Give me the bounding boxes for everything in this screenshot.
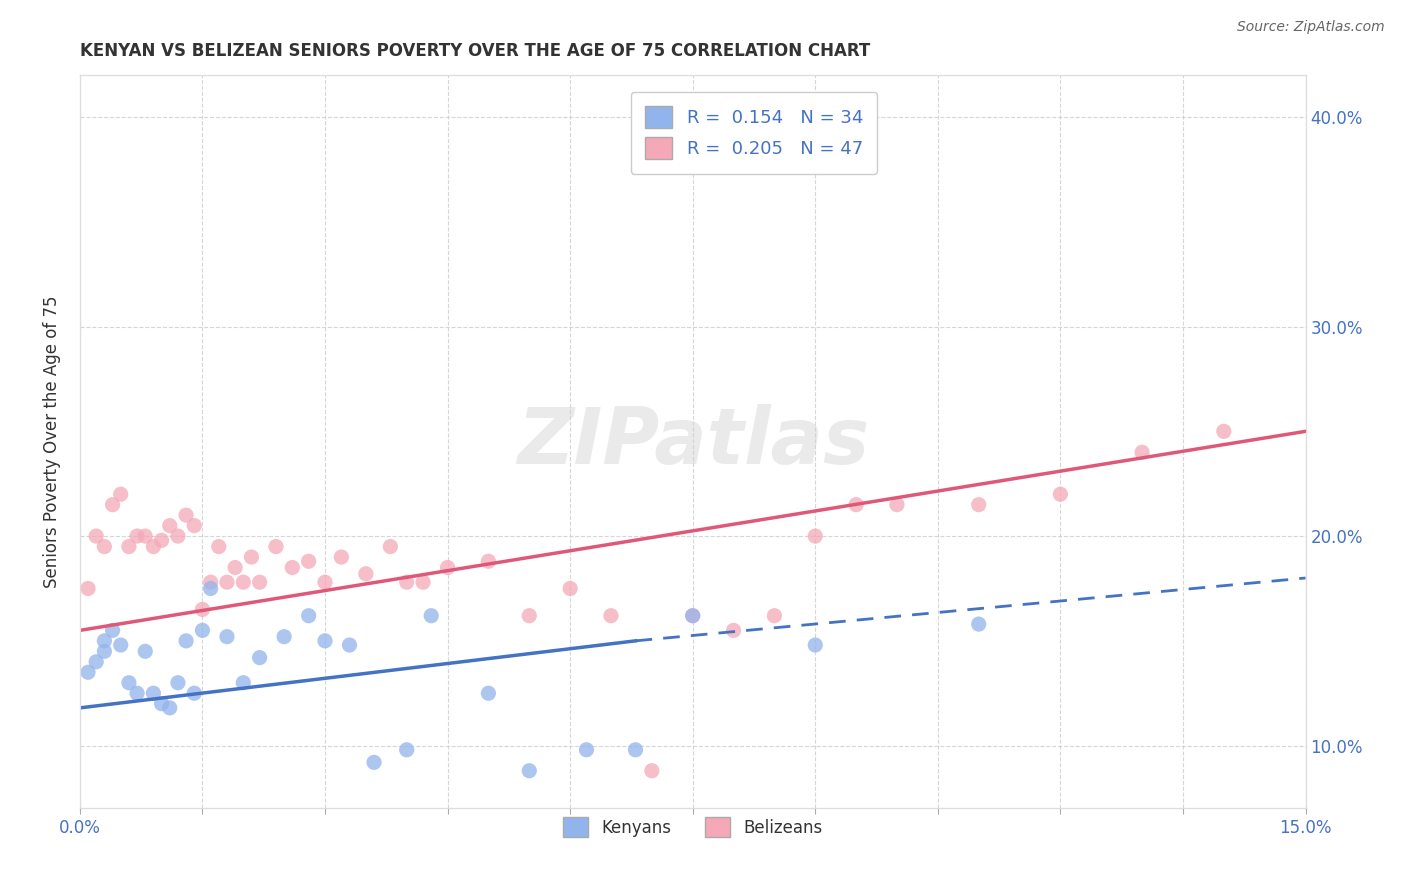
Point	[159, 701, 181, 715]
Point	[281, 560, 304, 574]
Point	[183, 686, 205, 700]
Point	[298, 554, 321, 568]
Point	[845, 498, 868, 512]
Point	[273, 630, 295, 644]
Point	[200, 575, 222, 590]
Point	[641, 764, 664, 778]
Point	[314, 575, 336, 590]
Point	[150, 697, 173, 711]
Point	[477, 554, 499, 568]
Point	[1049, 487, 1071, 501]
Point	[77, 582, 100, 596]
Point	[232, 675, 254, 690]
Point	[804, 529, 827, 543]
Point	[191, 624, 214, 638]
Point	[224, 560, 246, 574]
Point	[395, 743, 418, 757]
Point	[723, 624, 745, 638]
Legend: Kenyans, Belizeans: Kenyans, Belizeans	[557, 811, 830, 844]
Point	[314, 633, 336, 648]
Point	[558, 582, 581, 596]
Y-axis label: Seniors Poverty Over the Age of 75: Seniors Poverty Over the Age of 75	[44, 295, 60, 588]
Point	[101, 624, 124, 638]
Point	[682, 608, 704, 623]
Point	[330, 549, 353, 564]
Point	[101, 498, 124, 512]
Point	[804, 638, 827, 652]
Point	[174, 633, 197, 648]
Point	[1212, 425, 1234, 439]
Point	[125, 686, 148, 700]
Point	[191, 602, 214, 616]
Point	[412, 575, 434, 590]
Point	[215, 630, 238, 644]
Point	[142, 686, 165, 700]
Point	[249, 650, 271, 665]
Point	[159, 518, 181, 533]
Point	[84, 529, 107, 543]
Point	[339, 638, 361, 652]
Point	[600, 608, 623, 623]
Point	[249, 575, 271, 590]
Point	[967, 498, 990, 512]
Text: KENYAN VS BELIZEAN SENIORS POVERTY OVER THE AGE OF 75 CORRELATION CHART: KENYAN VS BELIZEAN SENIORS POVERTY OVER …	[80, 42, 870, 60]
Point	[118, 540, 141, 554]
Point	[200, 582, 222, 596]
Point	[420, 608, 443, 623]
Point	[215, 575, 238, 590]
Point	[363, 756, 385, 770]
Point	[167, 529, 190, 543]
Point	[150, 533, 173, 548]
Point	[134, 529, 156, 543]
Point	[110, 487, 132, 501]
Point	[886, 498, 908, 512]
Point	[84, 655, 107, 669]
Text: Source: ZipAtlas.com: Source: ZipAtlas.com	[1237, 20, 1385, 34]
Point	[298, 608, 321, 623]
Point	[142, 540, 165, 554]
Point	[93, 644, 115, 658]
Point	[93, 633, 115, 648]
Point	[232, 575, 254, 590]
Point	[240, 549, 263, 564]
Point	[763, 608, 786, 623]
Point	[575, 743, 598, 757]
Point	[174, 508, 197, 523]
Point	[93, 540, 115, 554]
Point	[380, 540, 402, 554]
Point	[354, 566, 377, 581]
Point	[517, 764, 540, 778]
Point	[183, 518, 205, 533]
Point	[624, 743, 647, 757]
Point	[1130, 445, 1153, 459]
Point	[118, 675, 141, 690]
Point	[967, 617, 990, 632]
Point	[395, 575, 418, 590]
Point	[208, 540, 231, 554]
Point	[167, 675, 190, 690]
Point	[682, 608, 704, 623]
Point	[134, 644, 156, 658]
Point	[110, 638, 132, 652]
Point	[125, 529, 148, 543]
Point	[477, 686, 499, 700]
Point	[264, 540, 287, 554]
Text: ZIPatlas: ZIPatlas	[516, 404, 869, 480]
Point	[436, 560, 458, 574]
Point	[517, 608, 540, 623]
Point	[77, 665, 100, 680]
